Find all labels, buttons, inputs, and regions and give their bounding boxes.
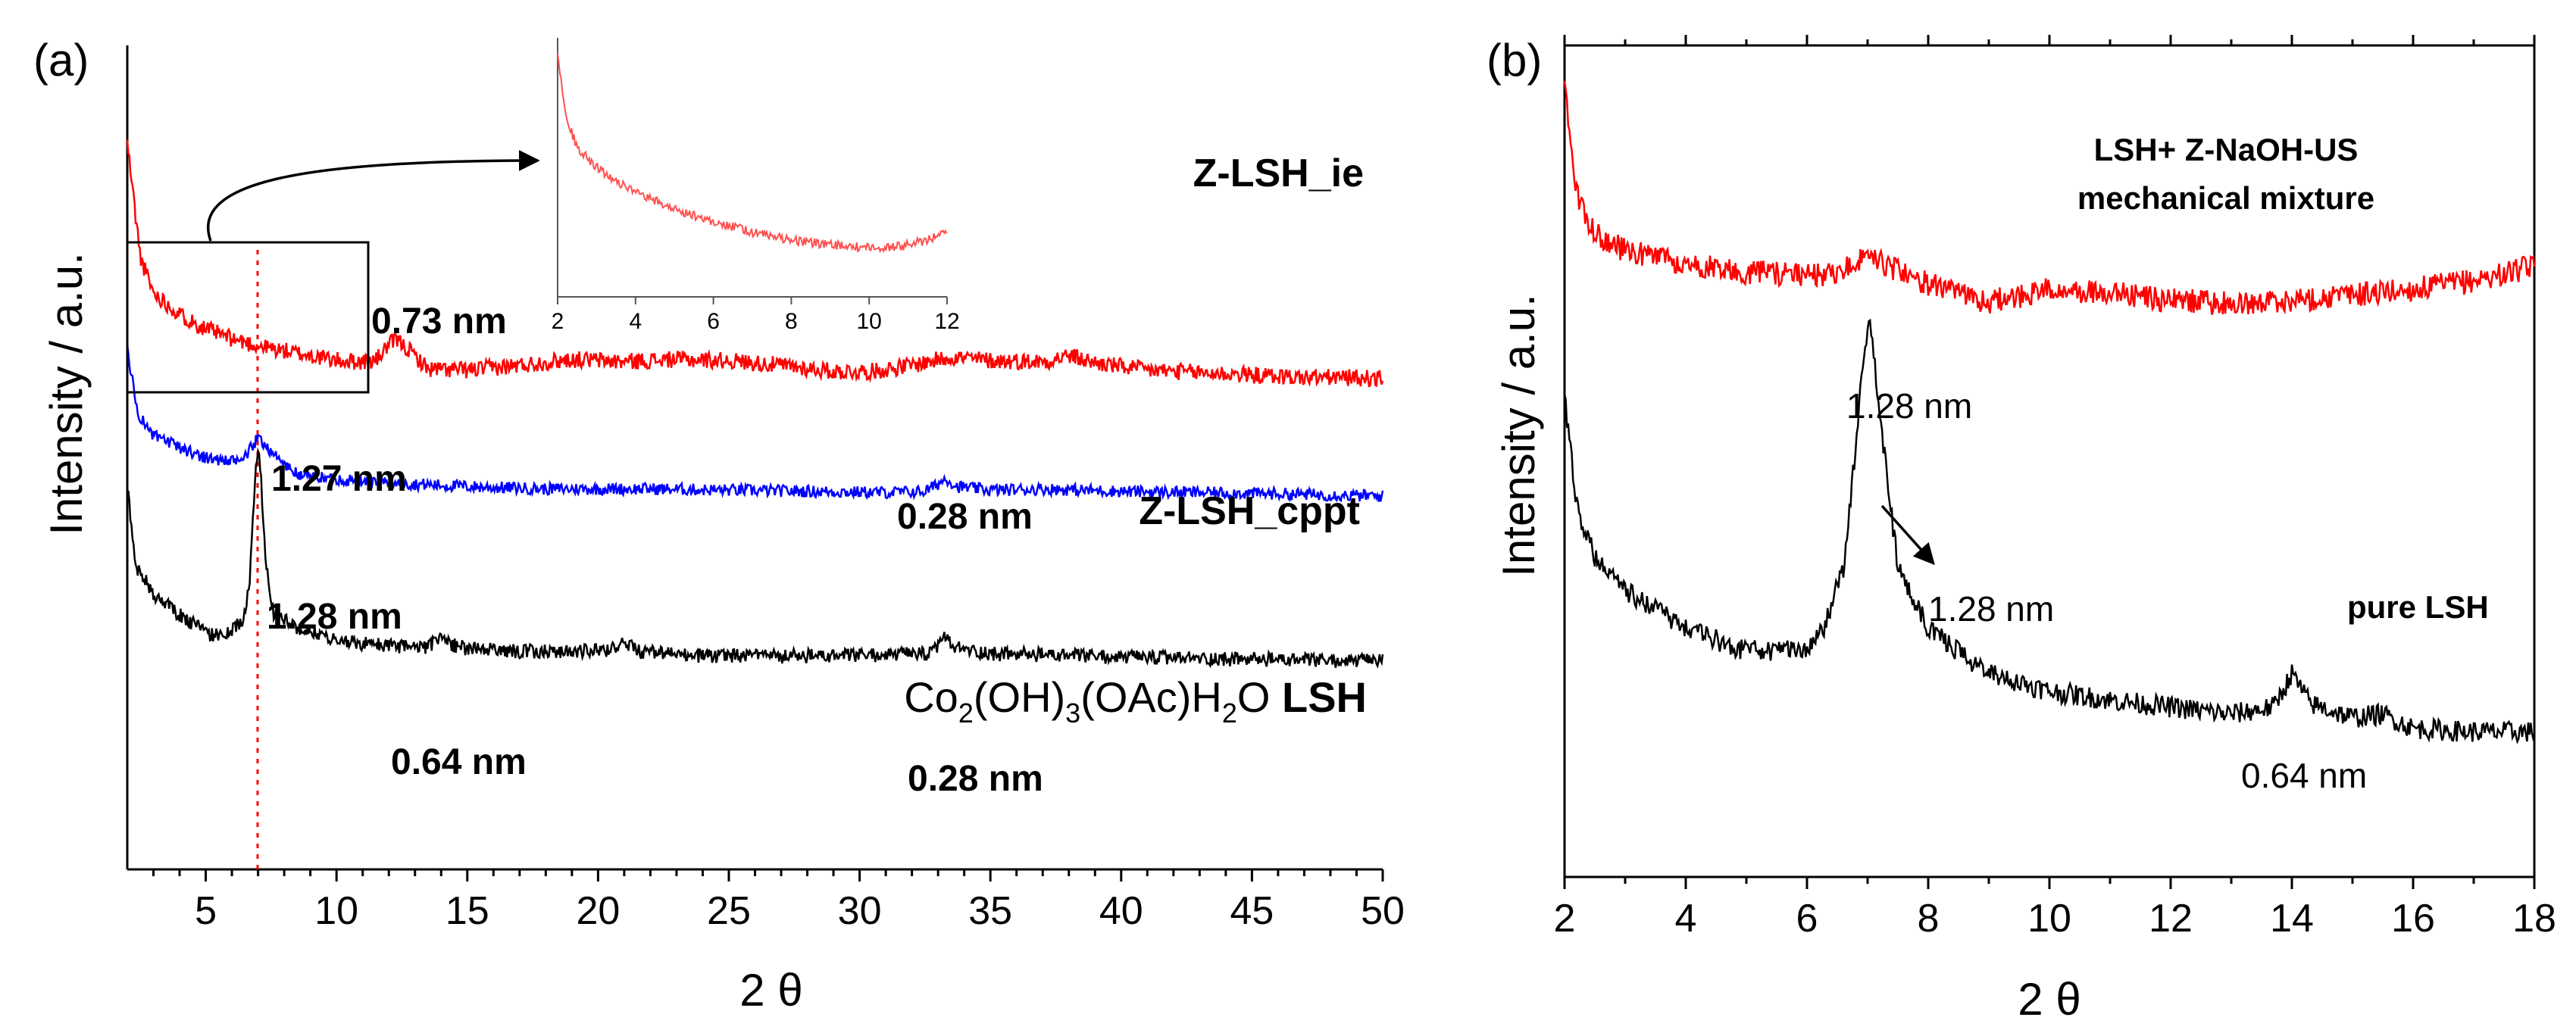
x-tick-label: 50 xyxy=(1361,889,1405,933)
panel-a-y-axis-title: Intensity / a.u. xyxy=(41,252,92,535)
peak-label-073: 0.73 nm xyxy=(371,301,507,342)
label-lsh-formula: Co2(OH)3(OAc)H2O LSH xyxy=(904,673,1367,729)
label-mixture-line1: LSH+ Z-NaOH-US xyxy=(2094,132,2359,167)
zoom-arrow xyxy=(206,150,540,242)
panel-b-y-axis-title: Intensity / a.u. xyxy=(1493,294,1544,577)
label-mixture-line2: mechanical mixture xyxy=(2077,180,2374,216)
peak-label-127: 1.27 nm xyxy=(271,459,407,499)
label-pure-lsh: pure LSH xyxy=(2347,589,2489,625)
panel-a-tick-labels: 5 10 15 20 25 30 35 40 45 50 xyxy=(195,889,1405,933)
peak-label-064: 0.64 nm xyxy=(391,742,527,782)
label-z-lsh-cppt: Z-LSH_cppt xyxy=(1139,489,1360,533)
x-tick-label: 8 xyxy=(1918,897,1940,941)
panel-b: (b) 2 4 6 8 10 12 14 16 18 2 θ Intensity / a.u. … xyxy=(1487,35,2556,1025)
inset-tick-labels: 2 4 6 8 10 12 xyxy=(552,309,960,334)
panel-a-ticks xyxy=(152,869,1384,882)
series-z-lsh-cppt xyxy=(126,344,1384,503)
x-tick-label: 6 xyxy=(1796,897,1818,941)
panel-b-x-axis-title: 2 θ xyxy=(2018,974,2080,1025)
panel-b-ticks xyxy=(1563,35,2536,889)
x-tick-label: 10 xyxy=(314,889,358,933)
x-tick-label: 45 xyxy=(1230,889,1274,933)
inset-x-tick-label: 10 xyxy=(857,309,882,334)
series-lsh xyxy=(126,447,1384,669)
inset-x-tick-label: 4 xyxy=(629,309,642,334)
inset-x-tick-label: 2 xyxy=(552,309,564,334)
x-tick-label: 40 xyxy=(1099,889,1143,933)
panel-b-label: (b) xyxy=(1487,35,1542,86)
x-tick-label: 20 xyxy=(576,889,620,933)
peak-label-128-top: 1.28 nm xyxy=(1846,386,1972,426)
x-tick-label: 5 xyxy=(195,889,217,933)
series-mechanical-mixture xyxy=(1563,81,2536,315)
panel-b-tick-labels: 2 4 6 8 10 12 14 16 18 xyxy=(1554,897,2556,941)
panel-a-label: (a) xyxy=(33,35,89,86)
peak-label-128-arrow: 1.28 nm xyxy=(1928,589,2054,629)
x-tick-label: 14 xyxy=(2270,897,2314,941)
x-tick-label: 2 xyxy=(1554,897,1576,941)
x-tick-label: 12 xyxy=(2149,897,2193,941)
peak-128-arrow xyxy=(1880,504,1935,566)
x-tick-label: 4 xyxy=(1675,897,1697,941)
series-z-lsh-ie xyxy=(126,139,1384,388)
panel-a: (a) 5 10 15 20 25 30 35 40 45 50 2 θ Intensity / … xyxy=(33,35,1405,1016)
panel-a-x-axis-title: 2 θ xyxy=(739,965,802,1016)
x-tick-label: 18 xyxy=(2512,897,2556,941)
x-tick-label: 16 xyxy=(2391,897,2435,941)
zoom-box xyxy=(126,241,370,394)
inset-x-tick-label: 8 xyxy=(785,309,798,334)
x-tick-label: 35 xyxy=(968,889,1012,933)
inset-ticks xyxy=(557,297,948,304)
x-tick-label: 15 xyxy=(445,889,489,933)
inset-x-tick-label: 12 xyxy=(934,309,959,334)
peak-label-028-cppt: 0.28 nm xyxy=(897,497,1033,537)
x-tick-label: 10 xyxy=(2027,897,2071,941)
peak-label-064-b: 0.64 nm xyxy=(2241,756,2367,795)
inset: 2 4 6 8 10 12 xyxy=(552,38,960,334)
peak-label-128: 1.28 nm xyxy=(267,597,402,637)
series-pure-lsh xyxy=(1563,318,2536,744)
x-tick-label: 25 xyxy=(707,889,751,933)
label-z-lsh-ie: Z-LSH_ie xyxy=(1193,151,1364,195)
peak-label-028-lsh: 0.28 nm xyxy=(908,759,1043,799)
x-tick-label: 30 xyxy=(838,889,882,933)
inset-series-z-lsh-ie xyxy=(557,53,948,254)
inset-x-tick-label: 6 xyxy=(707,309,720,334)
